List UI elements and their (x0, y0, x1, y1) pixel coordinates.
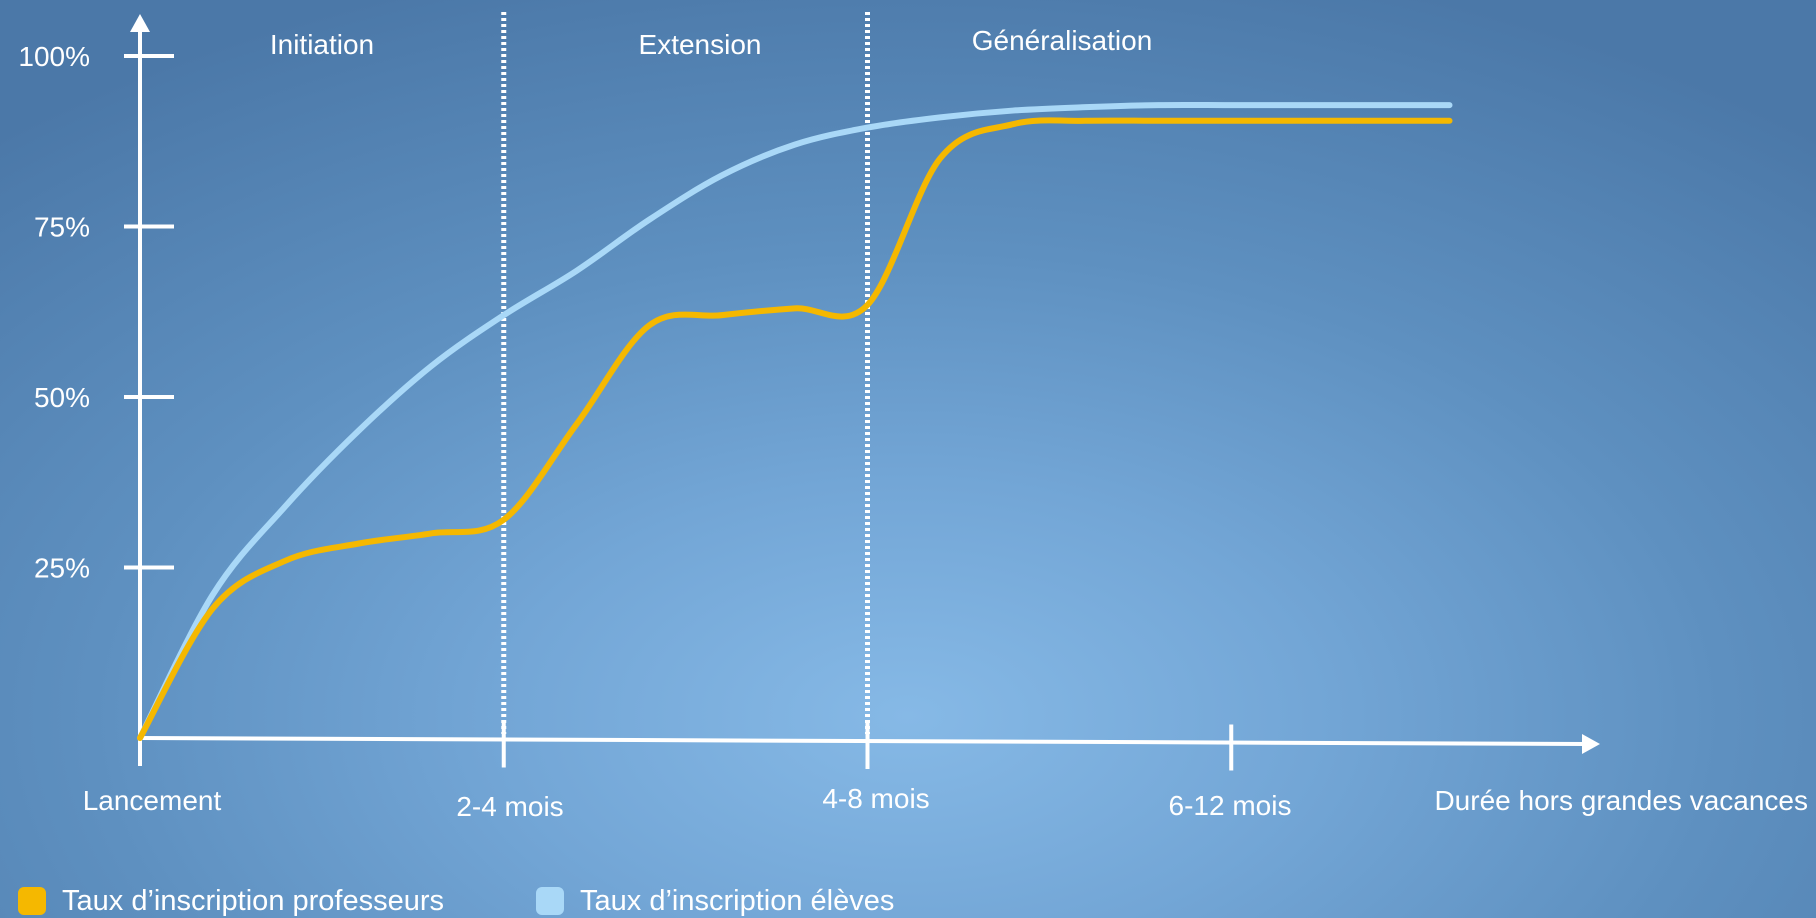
x-tick-label: 4-8 mois (822, 783, 929, 814)
legend-label-students: Taux d’inscription élèves (580, 884, 895, 917)
legend-swatch-teachers (18, 887, 46, 915)
legend-item-students: Taux d’inscription élèves (536, 885, 894, 918)
x-tick-label: 2-4 mois (456, 791, 563, 822)
phase-label: Généralisation (972, 25, 1153, 56)
x-axis-arrow (1582, 734, 1600, 754)
phase-label: Initiation (270, 29, 374, 60)
x-axis (139, 736, 1587, 746)
series-line-students (137, 101, 1453, 741)
series-line-teachers (137, 117, 1453, 741)
y-tick-label: 75% (34, 212, 90, 243)
legend: Taux d’inscription professeurs Taux d’in… (18, 884, 986, 918)
legend-label-teachers: Taux d’inscription professeurs (62, 884, 445, 917)
y-tick-label: 50% (34, 382, 90, 413)
phase-label: Extension (639, 29, 762, 60)
legend-swatch-students (536, 887, 565, 915)
legend-item-teachers: Taux d’inscription professeurs (18, 885, 444, 918)
x-axis-label: Durée hors grandes vacances (1434, 785, 1808, 816)
x-tick-label: Lancement (83, 785, 222, 816)
x-tick-label: 6-12 mois (1169, 790, 1292, 821)
y-axis-arrow (130, 14, 150, 32)
y-tick-label: 25% (34, 553, 90, 584)
adoption-chart: 25% 50% 75% 100% Lancement 2-4 mois 4-8 mois 6-… (18, 14, 1808, 822)
y-tick-label: 100% (18, 41, 90, 72)
